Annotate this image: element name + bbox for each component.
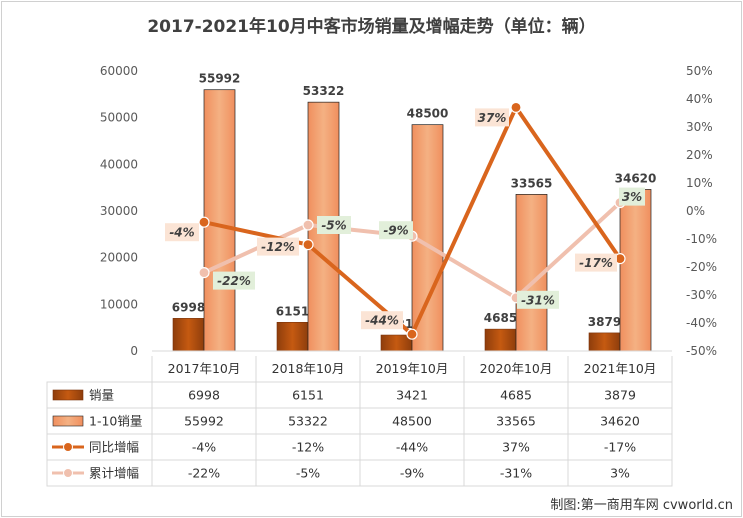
yoy-growth-point bbox=[510, 101, 522, 114]
yoy-growth-label: -12% bbox=[261, 240, 295, 254]
y-right-tick-label: -50% bbox=[686, 344, 717, 358]
table-cell-value: 53322 bbox=[288, 414, 328, 429]
table-cell-value: 55992 bbox=[184, 414, 224, 429]
bar-sales-label: 3879 bbox=[588, 315, 621, 329]
table-cell-value: -12% bbox=[292, 440, 324, 455]
cumulative-growth-label-bg bbox=[517, 290, 559, 309]
x-category-label: 2021年10月 bbox=[584, 361, 657, 376]
table-cell-value: 37% bbox=[502, 440, 530, 455]
table-cell-value: -31% bbox=[500, 466, 532, 481]
x-category-label: 2017年10月 bbox=[168, 361, 241, 376]
table-cell-value: 33565 bbox=[496, 414, 536, 429]
cumulative-growth-label-bg bbox=[317, 216, 351, 234]
yoy-growth-label: -17% bbox=[579, 256, 613, 270]
y-left-tick-label: 0 bbox=[130, 344, 138, 358]
cumulative-growth-label: -22% bbox=[217, 274, 251, 288]
legend-series-name: 1-10销量 bbox=[89, 414, 142, 429]
table-cell-value: 3421 bbox=[396, 388, 428, 403]
y-right-tick-label: -40% bbox=[686, 316, 717, 330]
y-right-tick-label: -20% bbox=[686, 260, 717, 274]
x-category-label: 2019年10月 bbox=[376, 361, 449, 376]
bar-sales bbox=[588, 332, 621, 352]
bar-cumulative-sales-label: 34620 bbox=[615, 171, 657, 185]
yoy-growth-label-bg bbox=[475, 108, 509, 127]
bar-cumulative-sales-label: 48500 bbox=[407, 107, 449, 121]
y-right-tick-label: -10% bbox=[686, 232, 717, 246]
cumulative-growth-point bbox=[198, 267, 210, 279]
legend-series-name: 销量 bbox=[89, 388, 114, 403]
table-cell-value: 3% bbox=[610, 466, 630, 481]
x-category-label: 2020年10月 bbox=[480, 361, 553, 376]
bar-cumulative-sales-label: 53322 bbox=[303, 84, 345, 98]
y-left-tick-label: 30000 bbox=[100, 204, 138, 218]
table-cell-value: 34620 bbox=[600, 414, 640, 429]
cumulative-growth-label-bg bbox=[379, 221, 413, 240]
table-cell-value: -44% bbox=[396, 440, 428, 455]
yoy-growth-label-bg bbox=[361, 311, 403, 330]
legend-key-bar bbox=[52, 389, 84, 401]
legend-series-name: 同比增幅 bbox=[89, 440, 139, 455]
y-right-tick-label: 20% bbox=[686, 148, 713, 162]
table-cell-value: 6998 bbox=[188, 388, 220, 403]
y-left-tick-label: 10000 bbox=[100, 297, 138, 311]
bar-cumulative-sales-label: 33565 bbox=[511, 176, 553, 190]
table-cell-value: 6151 bbox=[292, 388, 324, 403]
yoy-growth-label: 37% bbox=[478, 111, 507, 125]
yoy-growth-label: -44% bbox=[365, 314, 399, 328]
y-right-tick-label: 50% bbox=[686, 64, 713, 78]
table-cell-value: 48500 bbox=[392, 414, 432, 429]
cumulative-growth-label-bg bbox=[213, 271, 255, 290]
yoy-growth-point bbox=[406, 328, 418, 340]
table-cell-value: -9% bbox=[400, 466, 424, 481]
source-credit: 制图:第一商用车网 cvworld.cn bbox=[550, 498, 733, 513]
cumulative-growth-label-bg bbox=[619, 187, 645, 206]
yoy-growth-label-bg bbox=[165, 223, 199, 242]
table-cell-value: -17% bbox=[604, 440, 636, 455]
bar-sales bbox=[380, 334, 413, 352]
legend-key-marker bbox=[63, 468, 73, 478]
cumulative-growth-label: 3% bbox=[622, 190, 642, 204]
y-right-tick-label: 0% bbox=[686, 204, 705, 218]
bar-sales bbox=[172, 318, 205, 352]
bar-cumulative-sales bbox=[619, 189, 652, 352]
yoy-growth-point bbox=[302, 239, 314, 251]
y-left-tick-label: 20000 bbox=[100, 251, 138, 265]
y-left-tick-label: 50000 bbox=[100, 111, 138, 125]
y-left-tick-label: 60000 bbox=[100, 64, 138, 78]
bar-sales bbox=[484, 328, 517, 352]
table-cell-value: -5% bbox=[296, 466, 320, 481]
bar-sales-label: 6151 bbox=[276, 304, 309, 318]
yoy-growth-label-bg bbox=[257, 237, 299, 256]
legend-series-name: 累计增幅 bbox=[89, 466, 139, 481]
y-right-tick-label: 10% bbox=[686, 176, 713, 190]
yoy-growth-label-bg bbox=[575, 253, 617, 272]
cumulative-growth-point bbox=[302, 219, 314, 231]
x-category-label: 2018年10月 bbox=[272, 361, 345, 376]
legend-key-marker bbox=[63, 442, 73, 452]
table-cell-value: 3879 bbox=[604, 388, 636, 403]
yoy-growth-point bbox=[198, 216, 210, 228]
bar-sales-label: 6998 bbox=[172, 300, 205, 314]
legend-key-bar bbox=[52, 415, 84, 427]
chart-title: 2017-2021年10月中客市场销量及增幅走势（单位：辆） bbox=[147, 17, 596, 37]
table-cell-value: -4% bbox=[192, 440, 216, 455]
bar-sales-label: 4685 bbox=[484, 311, 517, 325]
y-right-tick-label: 30% bbox=[686, 120, 713, 134]
cumulative-growth-label: -9% bbox=[383, 224, 408, 238]
y-right-tick-label: -30% bbox=[686, 288, 717, 302]
table-cell-value: -22% bbox=[188, 466, 220, 481]
y-left-tick-label: 40000 bbox=[100, 157, 138, 171]
yoy-growth-label: -4% bbox=[169, 226, 194, 240]
cumulative-growth-label: -5% bbox=[321, 219, 346, 233]
bar-sales bbox=[276, 321, 309, 352]
cumulative-growth-label: -31% bbox=[521, 293, 555, 307]
bar-cumulative-sales-label: 55992 bbox=[199, 72, 241, 86]
table-cell-value: 4685 bbox=[500, 388, 532, 403]
y-right-tick-label: 40% bbox=[686, 92, 713, 106]
